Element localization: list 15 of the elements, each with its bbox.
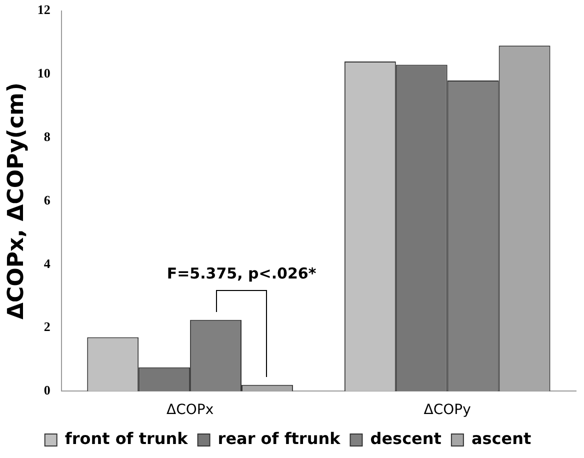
y-tick-label: 8 <box>44 128 51 144</box>
y-tick-label: 10 <box>37 66 50 81</box>
legend-label: descent <box>370 429 442 448</box>
x-tick-label: ΔCOPy <box>424 402 471 418</box>
y-tick-label: 4 <box>44 256 51 271</box>
y-tick-label: 0 <box>44 382 50 398</box>
legend-label: rear of ftrunk <box>218 429 341 448</box>
y-tick-label: 12 <box>37 2 50 18</box>
legend-label: ascent <box>471 429 532 448</box>
legend-label: front of trunk <box>64 429 188 448</box>
x-tick-label: ΔCOPx <box>166 402 214 418</box>
y-axis-title: ΔCOPx, ΔCOPy(cm) <box>4 82 29 320</box>
y-tick-label: 2 <box>44 319 50 334</box>
annotation: F=5.375, p<.026* <box>166 264 316 282</box>
y-tick-label: 6 <box>44 192 51 208</box>
